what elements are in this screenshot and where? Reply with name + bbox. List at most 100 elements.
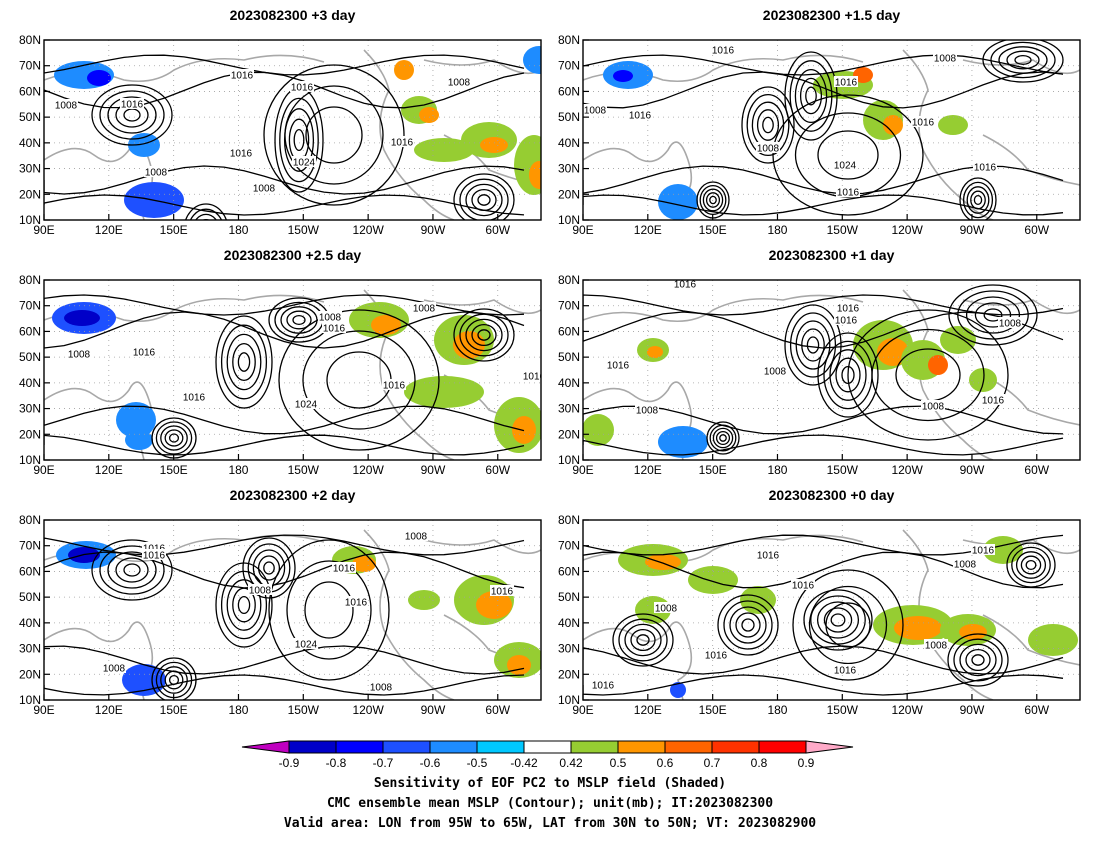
x-tick-label: 60W bbox=[485, 463, 510, 477]
x-tick-label: 150E bbox=[160, 463, 188, 477]
mslp-contour bbox=[817, 332, 879, 418]
contour-label-bg bbox=[711, 44, 735, 55]
mslp-contour bbox=[220, 324, 268, 400]
mslp-contour bbox=[841, 365, 855, 385]
mslp-contour bbox=[772, 94, 924, 216]
mslp-contour bbox=[717, 594, 779, 656]
colorbar-label: 0.8 bbox=[750, 756, 768, 770]
sensitivity-shading bbox=[523, 46, 541, 74]
mslp-contour bbox=[792, 569, 904, 681]
x-tick-label: 90W bbox=[960, 223, 985, 237]
contour-label: 1016 bbox=[629, 111, 652, 122]
contour-label: 1008 bbox=[413, 304, 436, 315]
colorbar-swatch bbox=[288, 740, 337, 754]
mslp-contour bbox=[44, 165, 525, 195]
contour-label: 1008 bbox=[103, 664, 126, 675]
x-tick-label: 90E bbox=[33, 223, 54, 237]
contour-label-bg bbox=[673, 280, 697, 289]
mslp-contour bbox=[706, 421, 740, 455]
mslp-contour bbox=[723, 600, 773, 650]
mslp-contour bbox=[959, 643, 997, 677]
contour-label-bg bbox=[834, 314, 858, 325]
y-tick-label: 50N bbox=[558, 350, 580, 364]
x-tick-label: 150E bbox=[699, 703, 727, 717]
mslp-contour bbox=[1015, 551, 1047, 579]
y-tick-label: 60N bbox=[19, 84, 41, 98]
x-tick-label: 120W bbox=[891, 223, 923, 237]
contour-label: 1016 bbox=[705, 651, 728, 662]
mslp-contour bbox=[293, 128, 305, 152]
colorbar-swatch bbox=[711, 740, 760, 754]
mslp-contour bbox=[292, 314, 306, 326]
mslp-contour bbox=[465, 183, 503, 217]
mslp-contour bbox=[805, 86, 817, 106]
mslp-contour bbox=[278, 309, 440, 451]
contour-label: 1016 bbox=[523, 372, 546, 383]
contour-label-bg bbox=[704, 649, 728, 660]
x-tick-label: 150W bbox=[288, 703, 320, 717]
colorbar-label: 0.7 bbox=[703, 756, 721, 770]
x-tick-label: 150W bbox=[827, 703, 859, 717]
mslp-contour bbox=[712, 427, 734, 449]
contour-label-bg bbox=[290, 81, 314, 92]
contour-label-bg bbox=[834, 76, 858, 87]
contour-label-bg bbox=[833, 664, 857, 675]
contour-label: 1016 bbox=[383, 381, 406, 392]
mslp-contour bbox=[823, 607, 853, 633]
sensitivity-shading bbox=[87, 70, 111, 86]
contour-label-bg bbox=[635, 404, 659, 415]
colorbar-label: -0.8 bbox=[325, 756, 347, 770]
contour-label: 1008 bbox=[370, 683, 393, 694]
contour-label: 1016 bbox=[792, 581, 815, 592]
panel-title: 2023082300 +1 day bbox=[768, 247, 895, 263]
contour-label-bg bbox=[606, 359, 630, 370]
y-tick-label: 70N bbox=[19, 539, 41, 553]
contour-label-bg bbox=[836, 186, 860, 197]
contour-label-bg bbox=[318, 311, 342, 322]
sensitivity-shading bbox=[480, 137, 508, 153]
x-tick-label: 120W bbox=[891, 463, 923, 477]
mslp-contour bbox=[164, 429, 184, 447]
x-tick-label: 150W bbox=[827, 223, 859, 237]
mslp-contour bbox=[237, 595, 251, 615]
y-tick-label: 10N bbox=[19, 693, 41, 707]
contour-label: 1024 bbox=[295, 640, 318, 651]
contour-label: 1016 bbox=[133, 348, 156, 359]
sensitivity-shading bbox=[1028, 624, 1078, 656]
coastline bbox=[962, 539, 1080, 555]
colorbar-label: 0.42 bbox=[559, 756, 583, 770]
map-panel: 1016 1008 1008 1016 1016 1008 1024 1016 1016 1016… bbox=[558, 33, 1081, 237]
contour-label-bg bbox=[132, 346, 156, 357]
mslp-contour bbox=[279, 97, 319, 183]
x-tick-label: 180 bbox=[767, 463, 787, 477]
contour-label-bg bbox=[953, 558, 977, 569]
sensitivity-shading bbox=[894, 616, 942, 640]
contour-label: 1016 bbox=[183, 393, 206, 404]
x-tick-label: 150E bbox=[699, 223, 727, 237]
mslp-contour bbox=[220, 570, 268, 640]
caption-line-2: CMC ensemble mean MSLP (Contour); unit(m… bbox=[326, 796, 774, 811]
mslp-contour bbox=[44, 434, 525, 456]
mslp-contour bbox=[453, 173, 515, 220]
mslp-contour bbox=[195, 213, 217, 220]
y-tick-label: 30N bbox=[558, 162, 580, 176]
mslp-contour bbox=[459, 178, 509, 220]
contour-label: 1016 bbox=[391, 138, 414, 149]
x-tick-label: 90W bbox=[960, 463, 985, 477]
contour-label: 1016 bbox=[712, 46, 735, 57]
x-tick-label: 120E bbox=[634, 223, 662, 237]
y-tick-label: 30N bbox=[19, 642, 41, 656]
mslp-contour bbox=[465, 318, 503, 352]
mslp-contour bbox=[268, 539, 390, 681]
coastline bbox=[44, 141, 154, 220]
y-tick-label: 20N bbox=[558, 427, 580, 441]
x-tick-label: 120E bbox=[634, 463, 662, 477]
contour-label-bg bbox=[382, 379, 406, 390]
x-tick-label: 120E bbox=[95, 463, 123, 477]
x-tick-label: 120E bbox=[95, 703, 123, 717]
mslp-contour bbox=[817, 130, 879, 180]
y-tick-label: 40N bbox=[558, 136, 580, 150]
contour-label-bg bbox=[230, 69, 254, 80]
mslp-contour bbox=[953, 638, 1003, 682]
mslp-contour bbox=[44, 674, 525, 696]
